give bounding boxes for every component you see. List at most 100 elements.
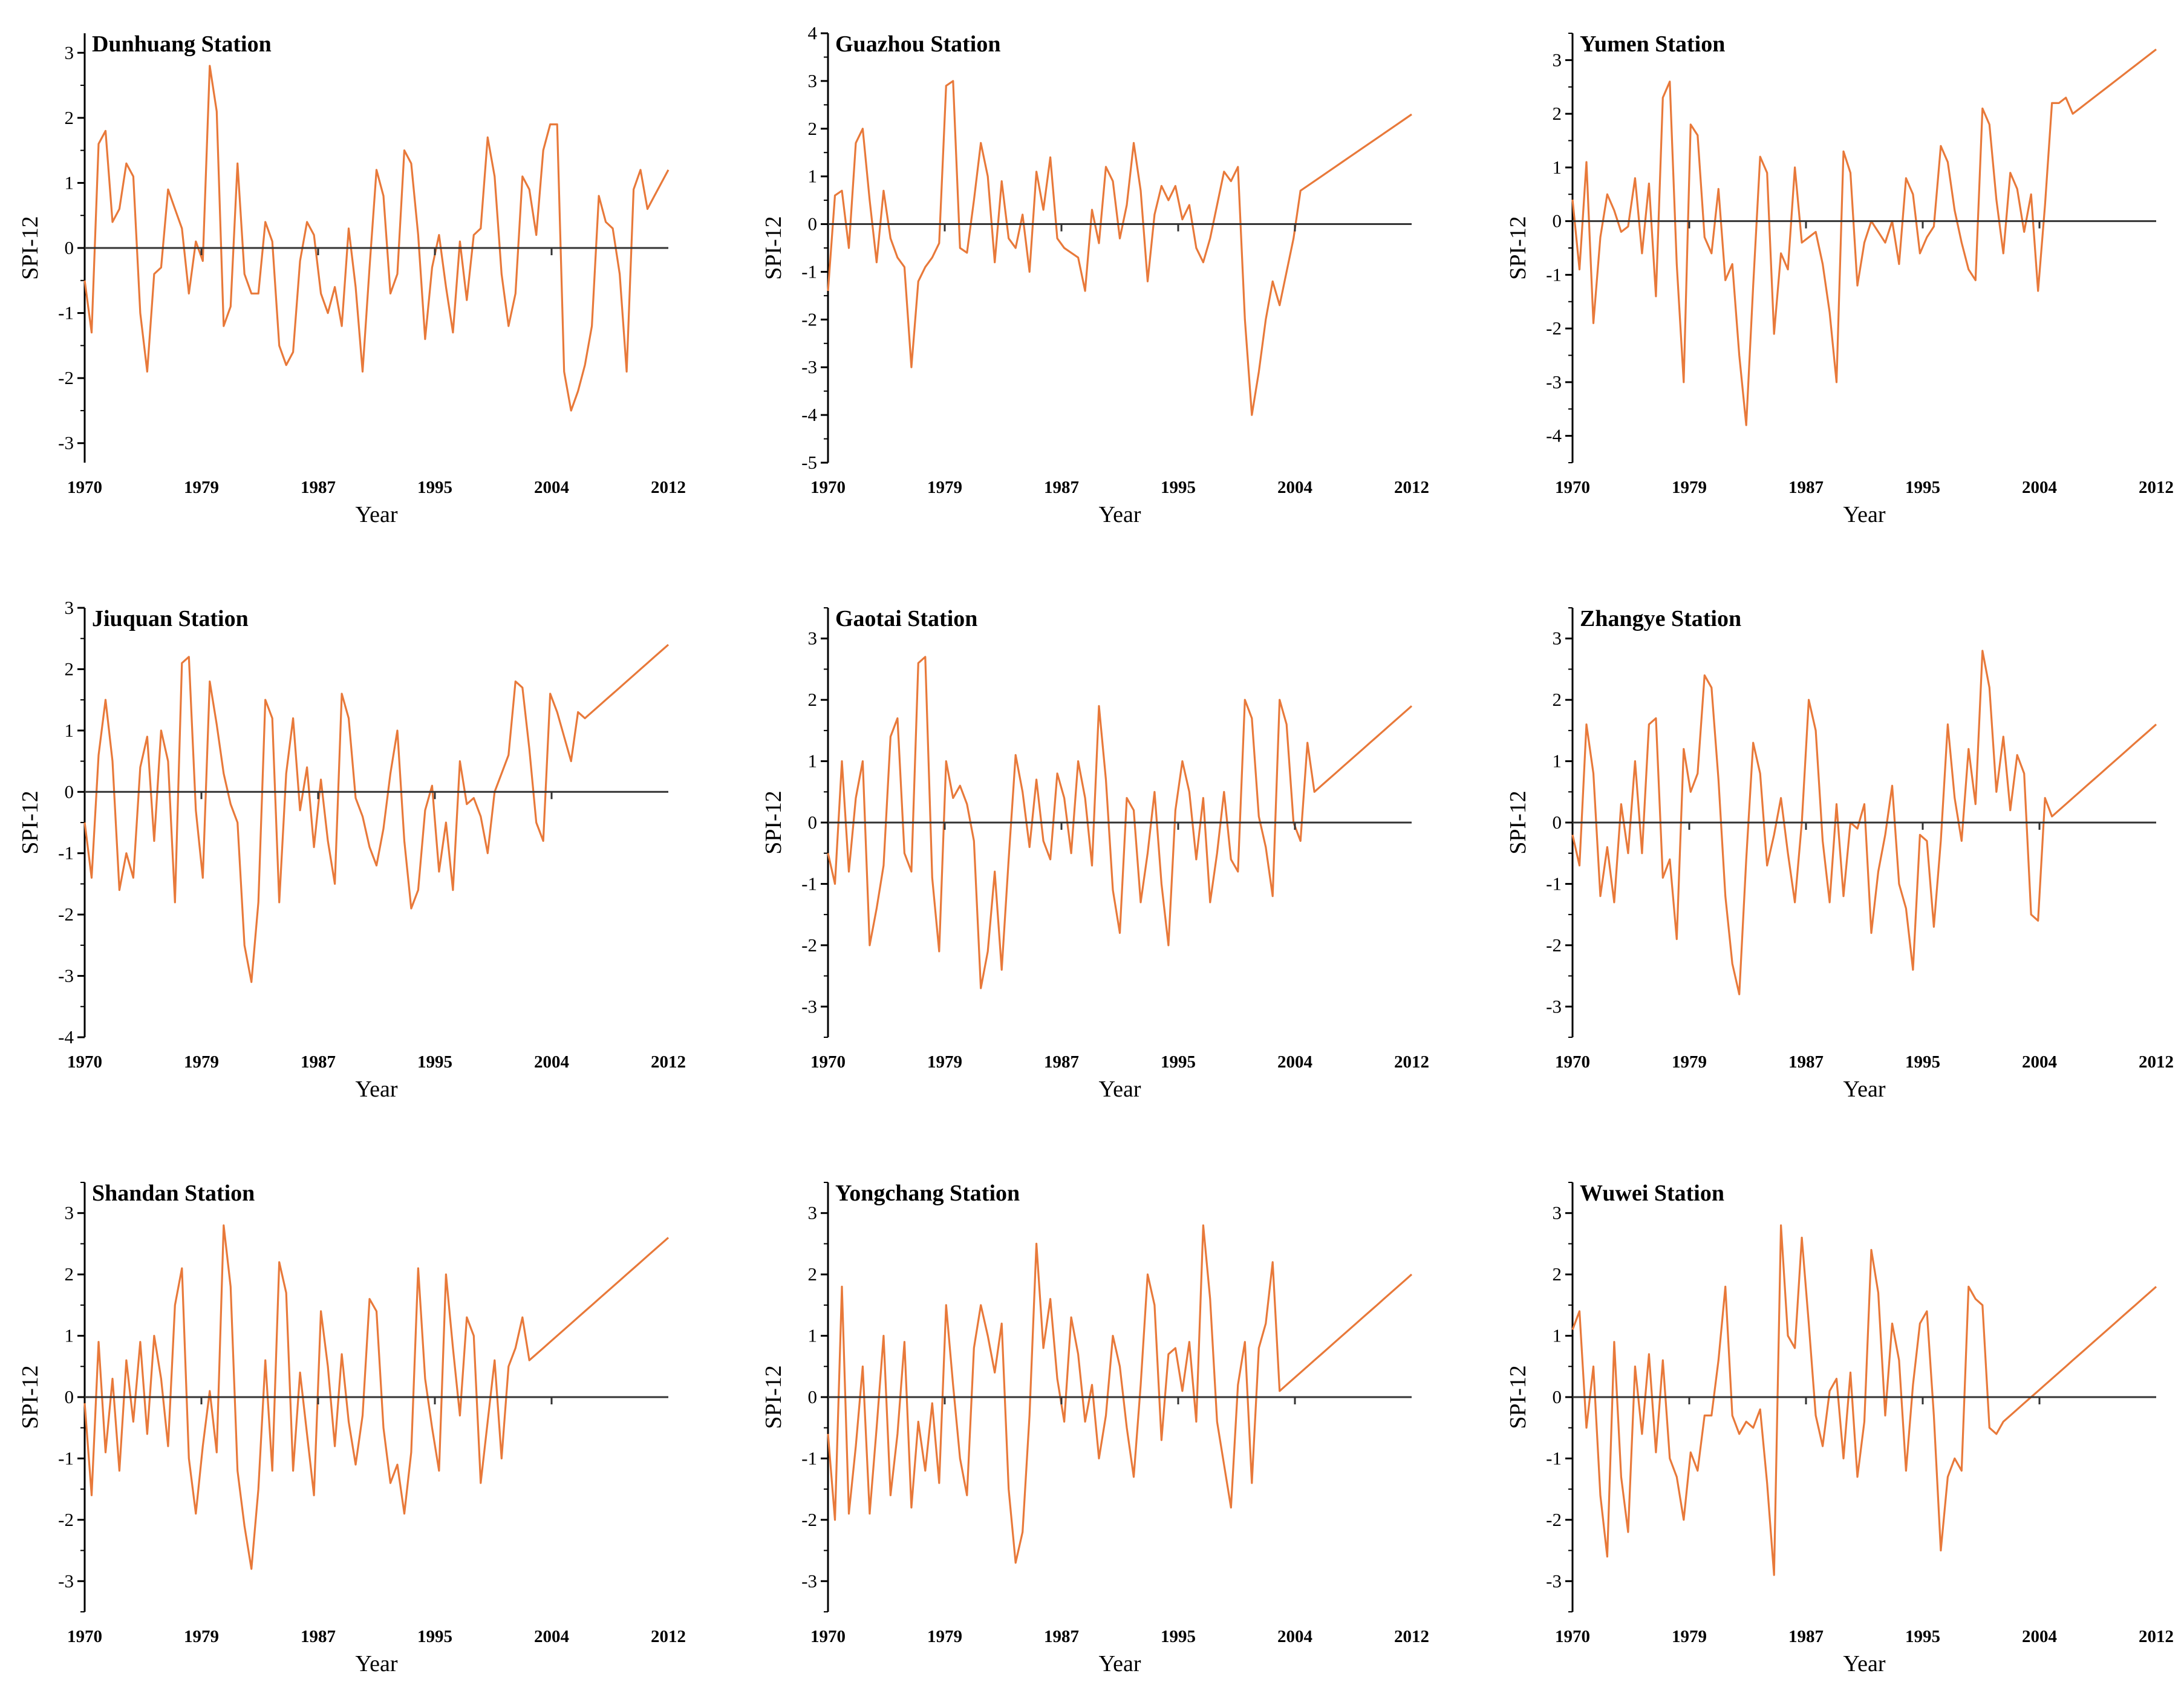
panel-5: -3 -2 -1 0 1 2 3 1970 1979 1987 1995 2004 2012 Zhangy…	[1505, 606, 2174, 1102]
y-tick-label: -3	[58, 1570, 74, 1591]
y-tick-label: -1	[1546, 264, 1562, 285]
x-tick-label: 2004	[2022, 1627, 2057, 1646]
x-tick-label: 1995	[1905, 1052, 1940, 1072]
x-tick-label: 1987	[301, 1627, 336, 1646]
x-tick-label: 2012	[651, 478, 686, 497]
panel-3: -4 -3 -2 -1 0 1 2 3 1970 1979 1987 1995 2004 2012 Jiuq…	[18, 597, 686, 1102]
y-tick-label: -3	[1546, 371, 1562, 393]
y-tick-label: 2	[65, 107, 74, 128]
x-tick-label: 1970	[810, 478, 846, 497]
y-tick-label: 0	[808, 213, 818, 235]
x-tick-label: 1995	[1161, 478, 1196, 497]
y-axis-label: SPI-12	[761, 1365, 786, 1429]
y-tick-label: -1	[58, 1447, 74, 1468]
x-tick-label: 1970	[1555, 1627, 1590, 1646]
panel-title: Yongchang Station	[835, 1181, 1020, 1206]
y-tick-label: 3	[1553, 628, 1562, 649]
y-axis-label: SPI-12	[18, 790, 43, 855]
y-tick-label: 1	[65, 172, 74, 193]
y-tick-label: 2	[65, 1263, 74, 1285]
panel-title: Wuwei Station	[1580, 1181, 1724, 1206]
x-tick-label: 1970	[1555, 1052, 1590, 1072]
spi12-series-line	[83, 1224, 670, 1570]
y-tick-label: -3	[801, 356, 817, 377]
y-tick-label: -3	[58, 965, 74, 986]
y-tick-label: 0	[1553, 812, 1562, 833]
y-tick-label: 1	[1553, 1325, 1562, 1346]
panel-2: -4 -3 -2 -1 0 1 2 3 1970 1979 1987 1995 2004 2012 Yume…	[1505, 31, 2174, 527]
x-tick-label: 1995	[417, 478, 452, 497]
x-tick-label: 1970	[810, 1627, 846, 1646]
y-tick-label: -1	[58, 842, 74, 864]
y-tick-label: 2	[1553, 689, 1562, 710]
y-tick-label: 1	[808, 751, 818, 772]
x-tick-label: 1995	[1161, 1052, 1196, 1072]
y-tick-label: -1	[801, 1447, 817, 1468]
y-tick-label: 0	[808, 812, 818, 833]
y-tick-label: 0	[1553, 1386, 1562, 1407]
spi12-series-line	[1571, 650, 2157, 996]
y-tick-label: 1	[65, 1325, 74, 1346]
y-tick-label: -2	[801, 934, 817, 956]
y-axis-label: SPI-12	[1505, 216, 1531, 280]
y-tick-label: -2	[1546, 934, 1562, 956]
y-tick-label: -3	[58, 432, 74, 454]
x-tick-label: 2012	[2139, 1627, 2174, 1646]
y-axis-label: SPI-12	[1505, 1365, 1531, 1429]
x-tick-label: 1970	[810, 1052, 846, 1072]
spi12-series-line	[827, 1224, 1413, 1564]
x-axis-label: Year	[1098, 1077, 1141, 1102]
y-tick-label: -1	[801, 261, 817, 282]
x-tick-label: 2004	[1277, 1627, 1312, 1646]
x-axis-label: Year	[1843, 502, 1885, 527]
x-tick-label: 1979	[1672, 1052, 1707, 1072]
x-tick-label: 2004	[534, 1052, 569, 1072]
y-tick-label: 1	[808, 166, 818, 187]
panel-title: Gaotai Station	[835, 606, 977, 631]
y-tick-label: -2	[58, 1509, 74, 1530]
y-tick-label: 0	[1553, 210, 1562, 232]
x-tick-label: 2012	[2139, 1052, 2174, 1072]
x-tick-label: 1970	[67, 478, 102, 497]
x-tick-label: 1987	[1788, 1052, 1824, 1072]
x-tick-label: 1987	[1044, 478, 1079, 497]
panel-title: Guazhou Station	[835, 31, 1000, 57]
y-tick-label: -3	[1546, 1570, 1562, 1591]
x-axis-label: Year	[355, 1077, 397, 1102]
y-tick-label: -5	[801, 452, 817, 473]
y-tick-label: -1	[58, 302, 74, 324]
x-tick-label: 2004	[2022, 478, 2057, 497]
y-axis-label: SPI-12	[761, 216, 786, 280]
x-axis-label: Year	[355, 502, 397, 527]
panel-6: -3 -2 -1 0 1 2 3 1970 1979 1987 1995 2004 2012 Shanda…	[18, 1181, 686, 1677]
panel-0: -3 -2 -1 0 1 2 3 1970 1979 1987 1995 2004 2012 Dunhua…	[18, 31, 686, 527]
x-tick-label: 1995	[417, 1052, 452, 1072]
y-tick-label: 3	[1553, 1202, 1562, 1224]
x-axis-label: Year	[1843, 1077, 1885, 1102]
y-tick-label: 0	[65, 781, 74, 802]
y-tick-label: 2	[808, 689, 818, 710]
y-tick-label: 1	[808, 1325, 818, 1346]
x-axis-label: Year	[355, 1651, 397, 1677]
x-tick-label: 2004	[534, 1627, 569, 1646]
y-tick-label: 0	[65, 237, 74, 258]
y-tick-label: 3	[65, 42, 74, 63]
y-tick-label: 3	[808, 70, 818, 91]
x-tick-label: 1979	[184, 478, 219, 497]
y-tick-label: 0	[808, 1386, 818, 1407]
y-tick-label: 4	[808, 22, 818, 44]
x-tick-label: 2004	[534, 478, 569, 497]
x-tick-label: 1995	[1905, 1627, 1940, 1646]
y-tick-label: 1	[1553, 751, 1562, 772]
panel-title: Jiuquan Station	[92, 606, 249, 631]
y-tick-label: 1	[1553, 157, 1562, 178]
x-tick-label: 1987	[1788, 1627, 1824, 1646]
spi12-series-line	[1571, 48, 2157, 426]
y-axis-label: SPI-12	[18, 216, 43, 280]
panel-1: -5 -4 -3 -2 -1 0 1 2 3 4 1970 1979 1987 1995 2004 2012 G…	[761, 22, 1429, 527]
y-tick-label: 2	[808, 1263, 818, 1285]
panel-8: -3 -2 -1 0 1 2 3 1970 1979 1987 1995 2004 2012 Wuwei …	[1505, 1181, 2174, 1677]
x-tick-label: 2012	[2139, 478, 2174, 497]
spi12-series-line	[1571, 1224, 2157, 1576]
y-tick-label: -1	[1546, 873, 1562, 894]
